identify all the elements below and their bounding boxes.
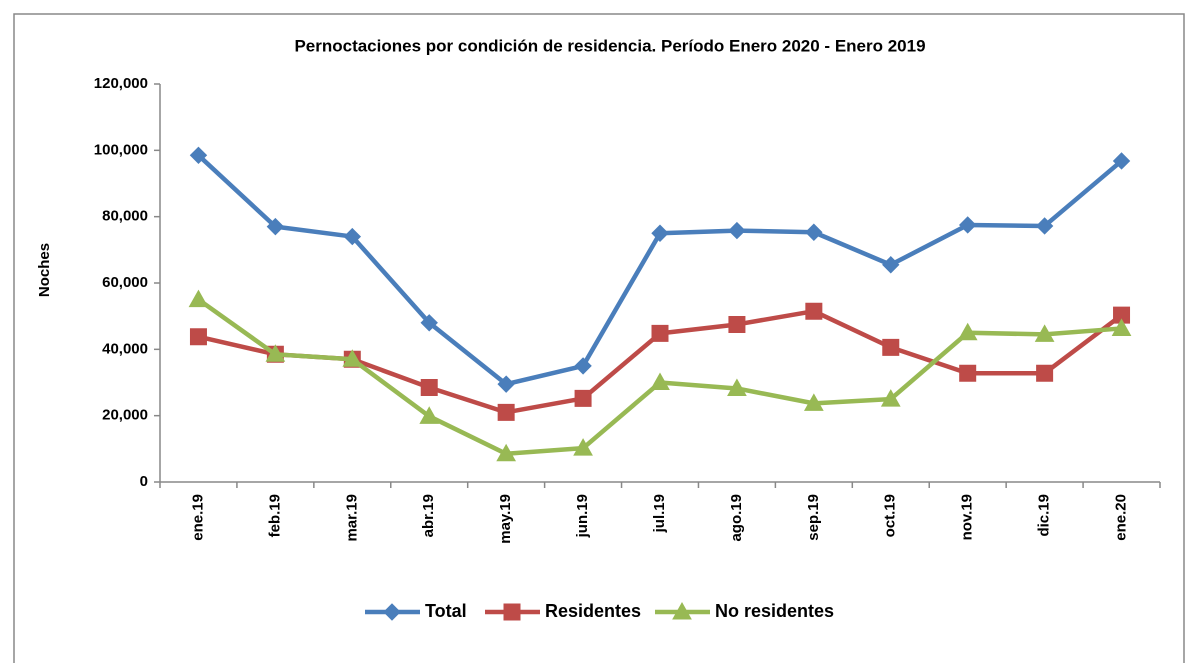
data-point [651, 224, 669, 242]
data-point [727, 378, 747, 396]
data-point [497, 403, 515, 421]
x-tick-label: mar.19 [343, 494, 360, 542]
x-tick-label: jun.19 [574, 494, 591, 538]
data-point [651, 324, 669, 342]
y-tick-label: 60,000 [102, 274, 148, 291]
data-point [420, 314, 438, 332]
y-tick-label: 120,000 [94, 75, 148, 92]
data-point [342, 349, 363, 367]
data-point [805, 223, 823, 241]
data-point [803, 393, 824, 411]
data-point [189, 328, 207, 346]
data-point [420, 378, 438, 396]
data-point [266, 217, 285, 236]
data-point [1034, 324, 1055, 342]
data-point [1036, 364, 1054, 382]
x-tick-label: oct.19 [882, 494, 899, 537]
legend-marker [503, 603, 521, 621]
data-point [880, 389, 901, 407]
x-tick-label: feb.19 [266, 494, 283, 537]
legend-label: No residentes [715, 601, 834, 621]
x-tick-label: ene.20 [1113, 494, 1130, 541]
data-point [882, 338, 900, 356]
data-point [189, 146, 208, 165]
data-point [958, 216, 977, 234]
data-point [728, 221, 746, 240]
x-tick-label: ene.19 [189, 494, 206, 541]
data-point [574, 389, 592, 407]
x-tick-label: nov.19 [959, 494, 976, 540]
data-point [882, 256, 900, 274]
chart-frame [13, 13, 1185, 663]
y-axis-label: Noches [36, 243, 53, 297]
y-tick-label: 40,000 [102, 340, 148, 357]
legend-label: Residentes [545, 601, 641, 621]
data-point [1113, 306, 1131, 324]
data-point [343, 227, 362, 246]
data-point [957, 322, 978, 341]
x-tick-label: abr.19 [420, 494, 437, 537]
y-tick-label: 80,000 [102, 208, 148, 225]
data-point [497, 375, 515, 393]
x-tick-label: dic.19 [1036, 494, 1053, 537]
data-point [805, 302, 823, 320]
series-line [196, 153, 1123, 387]
data-point [188, 289, 209, 308]
legend-marker [383, 603, 401, 621]
data-point [265, 344, 286, 362]
data-point [1035, 217, 1054, 235]
legend-label: Total [425, 601, 467, 621]
y-tick-label: 0 [140, 473, 148, 490]
data-point [728, 315, 746, 333]
legend-marker [672, 601, 692, 620]
x-tick-label: may.19 [497, 494, 514, 544]
data-point [574, 357, 592, 375]
chart-title: Pernoctaciones por condición de residenc… [294, 36, 925, 55]
y-tick-label: 100,000 [94, 141, 148, 158]
x-tick-label: ago.19 [728, 494, 745, 542]
data-point [959, 364, 977, 382]
x-tick-label: sep.19 [805, 494, 822, 541]
x-tick-label: jul.19 [651, 494, 668, 533]
data-point [650, 372, 670, 390]
data-point [1112, 152, 1131, 170]
data-point [1111, 318, 1132, 336]
y-tick-label: 20,000 [102, 407, 148, 424]
data-point [419, 406, 440, 424]
data-point [573, 438, 593, 456]
data-point [496, 443, 517, 462]
